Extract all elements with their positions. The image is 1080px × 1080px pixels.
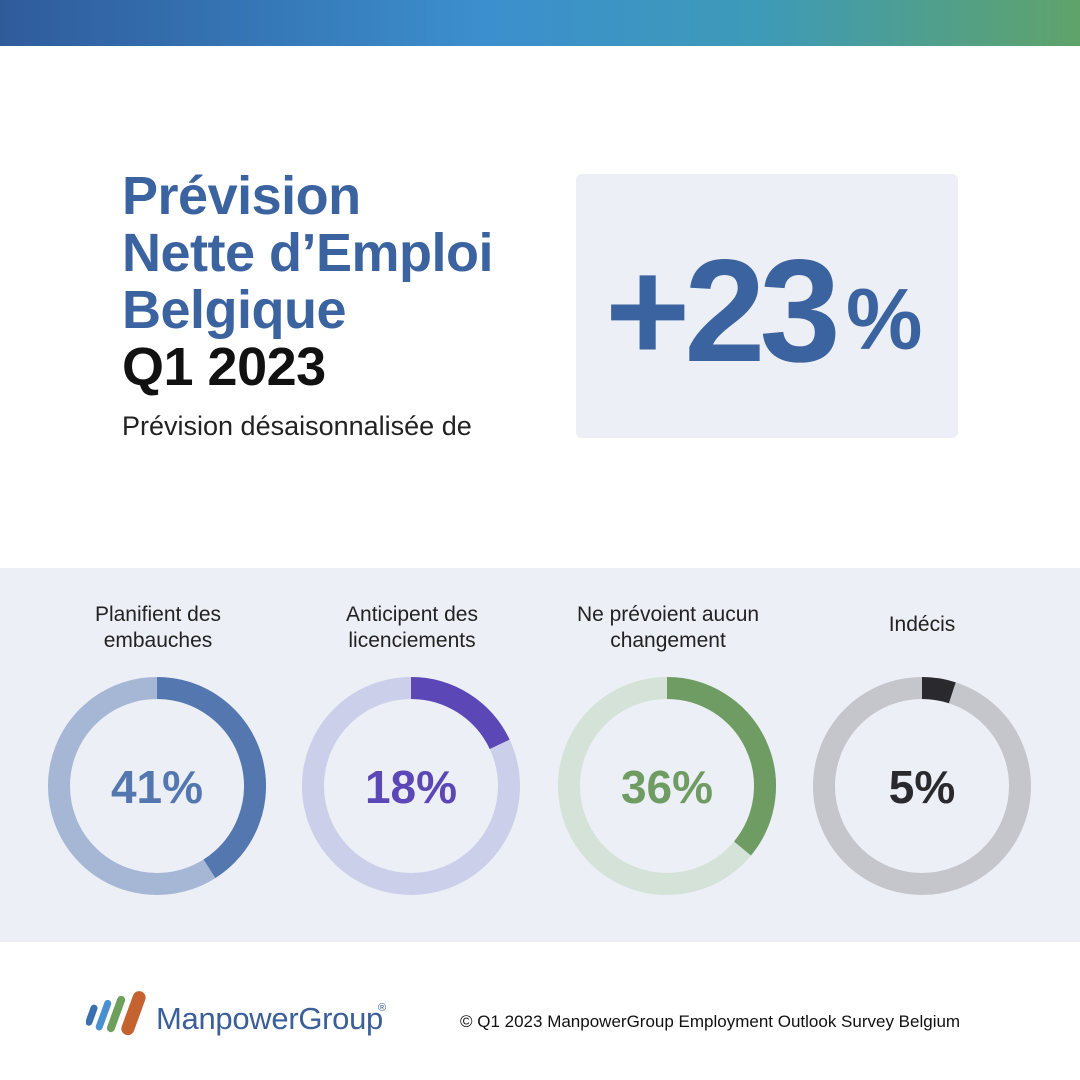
donut-value-no-change: 36% <box>621 761 713 813</box>
title-line-2: Nette d’Emploi <box>122 223 494 283</box>
title-line-3: Belgique <box>122 280 347 340</box>
outlook-value: +23 <box>605 229 841 392</box>
donut-value-hiring: 41% <box>111 761 203 813</box>
page-title: Prévision Nette d’Emploi Belgique Q1 202… <box>122 168 562 396</box>
subtitle: Prévision désaisonnalisée de <box>122 411 472 441</box>
category-label-line: Planifient des <box>94 603 222 626</box>
category-label-line: Anticipent des <box>346 603 478 626</box>
outlook-value-panel <box>576 174 958 438</box>
donut-value-layoffs: 18% <box>365 761 457 813</box>
donut-value-undecided: 5% <box>889 761 955 813</box>
category-label-line: licenciements <box>348 629 476 652</box>
donut-arc-no-change <box>666 677 776 856</box>
category-label-line: embauches <box>103 629 213 652</box>
manpowergroup-logo-mark <box>86 991 146 1036</box>
category-label-line: Indécis <box>888 613 956 636</box>
title-line-1: Prévision <box>122 166 361 226</box>
outlook-value-unit: % <box>846 272 923 368</box>
donut-arc-hiring <box>156 677 266 879</box>
quarter-label: Q1 2023 <box>122 337 326 397</box>
category-label-layoffs: Anticipent des licenciements <box>292 602 532 654</box>
category-label-no-change: Ne prévoient aucun changement <box>548 602 788 654</box>
brand-name: ManpowerGroup <box>156 1001 383 1036</box>
donut-arc-undecided <box>921 677 956 704</box>
category-label-line: Ne prévoient aucun <box>576 603 760 626</box>
copyright-notice: © Q1 2023 ManpowerGroup Employment Outlo… <box>460 1012 961 1031</box>
donut-arc-layoffs <box>410 677 510 750</box>
top-gradient-bar <box>0 0 1080 46</box>
category-label-hiring: Planifient des embauches <box>38 602 278 654</box>
registered-mark: ® <box>378 1002 387 1014</box>
category-label-undecided: Indécis <box>802 612 1042 638</box>
category-label-line: changement <box>610 629 726 652</box>
